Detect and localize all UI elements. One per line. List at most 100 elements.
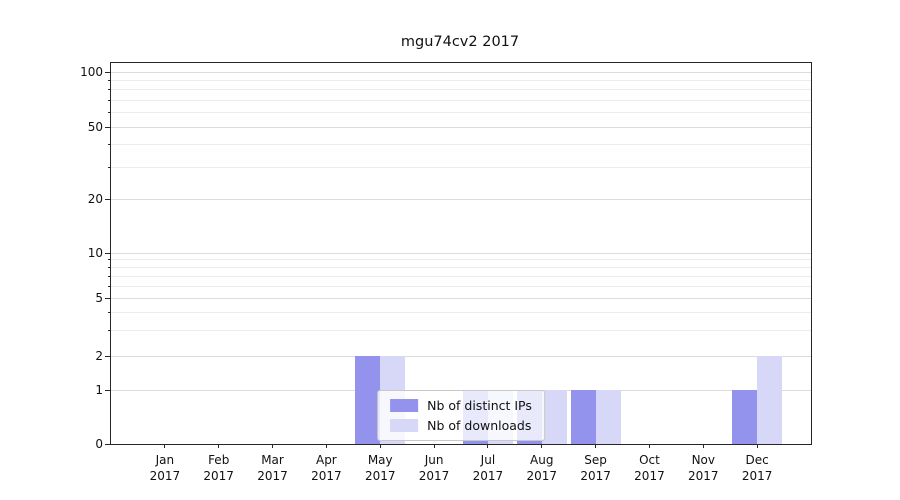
gridline-minor bbox=[111, 275, 811, 277]
x-tick-label-line: Mar bbox=[261, 453, 284, 467]
bar-downloads-aug bbox=[541, 390, 567, 444]
x-tick-label-line: Sep bbox=[584, 453, 607, 467]
x-tick-label: Feb 2017 bbox=[189, 452, 249, 484]
x-tick-label-line: Nov bbox=[691, 453, 715, 467]
gridline-minor bbox=[111, 89, 811, 91]
y-tick-label: 10 bbox=[87, 246, 103, 260]
x-tick-label: Jun 2017 bbox=[404, 452, 464, 484]
bar-ips-sep bbox=[570, 390, 596, 444]
x-tick-label: Jan 2017 bbox=[135, 452, 195, 484]
gridline-minor bbox=[111, 79, 811, 81]
y-tick-mark bbox=[105, 355, 111, 357]
y-tick-mark-minor bbox=[108, 79, 111, 81]
gridline-minor bbox=[111, 259, 811, 261]
gridline-major bbox=[111, 297, 811, 299]
legend: Nb of distinct IPs Nb of downloads bbox=[377, 390, 545, 441]
y-tick-label: 50 bbox=[87, 120, 103, 134]
x-tick-label: Oct 2017 bbox=[619, 452, 679, 484]
x-tick-label-line: 2017 bbox=[472, 469, 504, 483]
x-tick-label: Mar 2017 bbox=[243, 452, 303, 484]
gridline-major bbox=[111, 126, 811, 128]
y-tick-mark-minor bbox=[108, 166, 111, 168]
gridline-minor bbox=[111, 285, 811, 287]
legend-label: Nb of downloads bbox=[427, 418, 532, 433]
plot-area: 0 1 2 5 10 20 50 100 Jan 2017 Feb 2017 Mar 2017 Apr 20… bbox=[80, 62, 812, 483]
x-tick-mark bbox=[487, 444, 489, 448]
y-tick-mark-minor bbox=[108, 89, 111, 91]
x-tick-label-line: 2017 bbox=[418, 469, 450, 483]
legend-swatch bbox=[390, 419, 419, 432]
legend-label: Nb of distinct IPs bbox=[427, 398, 532, 413]
gridline-major bbox=[111, 355, 811, 357]
y-tick-mark bbox=[105, 126, 111, 128]
gridline-minor bbox=[111, 112, 811, 114]
gridline-minor bbox=[111, 166, 811, 168]
bar-ips-dec bbox=[732, 390, 758, 444]
x-tick-label: Jul 2017 bbox=[458, 452, 518, 484]
legend-item: Nb of downloads bbox=[390, 418, 532, 433]
gridline-minor bbox=[111, 329, 811, 331]
x-tick-mark bbox=[648, 444, 650, 448]
x-tick-label-line: 2017 bbox=[741, 469, 773, 483]
y-tick-mark-minor bbox=[108, 144, 111, 146]
y-tick-mark bbox=[105, 252, 111, 254]
y-tick-label: 20 bbox=[87, 192, 103, 206]
x-tick-label-line: 2017 bbox=[580, 469, 611, 483]
x-tick-label-line: 2017 bbox=[364, 469, 396, 483]
x-tick-mark bbox=[433, 444, 435, 448]
x-tick-mark bbox=[541, 444, 543, 448]
x-tick-label: Aug 2017 bbox=[512, 452, 572, 484]
y-tick-label: 100 bbox=[80, 65, 103, 79]
x-tick-label-line: Jun bbox=[424, 453, 444, 467]
y-tick-mark-minor bbox=[108, 329, 111, 331]
x-tick-label-line: Jul bbox=[480, 453, 496, 467]
bar-downloads-sep bbox=[595, 390, 621, 444]
gridline-minor bbox=[111, 267, 811, 268]
gridline-major bbox=[111, 198, 811, 200]
x-tick-label: Sep 2017 bbox=[566, 452, 626, 484]
x-tick-mark bbox=[702, 444, 704, 448]
legend-swatch bbox=[390, 399, 419, 412]
bar-downloads-dec bbox=[757, 356, 783, 444]
gridline-minor bbox=[111, 311, 811, 313]
x-tick-label-line: Jan bbox=[155, 453, 175, 467]
y-tick-mark-minor bbox=[108, 99, 111, 101]
x-tick-label-line: 2017 bbox=[149, 469, 181, 483]
bar-ips-may bbox=[355, 356, 381, 444]
x-tick-label-line: 2017 bbox=[203, 469, 234, 483]
y-tick-mark-minor bbox=[108, 285, 111, 287]
x-tick-label-line: Aug bbox=[530, 453, 554, 467]
x-tick-label: Dec 2017 bbox=[727, 452, 787, 484]
x-tick-mark bbox=[325, 444, 327, 448]
y-tick-mark bbox=[105, 443, 111, 445]
x-tick-label-line: 2017 bbox=[257, 469, 288, 483]
y-tick-mark bbox=[105, 389, 111, 391]
x-tick-mark bbox=[272, 444, 274, 448]
gridline-minor bbox=[111, 99, 811, 101]
legend-item: Nb of distinct IPs bbox=[390, 398, 532, 413]
y-tick-mark-minor bbox=[108, 311, 111, 313]
y-tick-mark-minor bbox=[108, 275, 111, 277]
x-tick-label: May 2017 bbox=[350, 452, 410, 484]
y-tick-mark bbox=[105, 297, 111, 299]
x-tick-mark bbox=[379, 444, 381, 448]
y-tick-label: 2 bbox=[95, 349, 103, 363]
x-tick-label: Nov 2017 bbox=[673, 452, 733, 484]
x-tick-label-line: 2017 bbox=[634, 469, 665, 483]
x-tick-label: Apr 2017 bbox=[296, 452, 356, 484]
x-tick-label-line: Apr bbox=[315, 453, 337, 467]
x-tick-label-line: Feb bbox=[208, 453, 230, 467]
y-tick-label: 1 bbox=[95, 383, 103, 397]
x-tick-label-line: Dec bbox=[745, 453, 769, 467]
gridline-major bbox=[111, 71, 811, 73]
x-tick-label-line: 2017 bbox=[526, 469, 558, 483]
gridline-minor bbox=[111, 144, 811, 146]
y-tick-mark-minor bbox=[108, 112, 111, 114]
y-tick-mark-minor bbox=[108, 259, 111, 261]
chart-title: mgu74cv2 2017 bbox=[400, 34, 520, 50]
y-tick-label: 0 bbox=[95, 437, 103, 451]
gridline-major bbox=[111, 252, 811, 254]
x-tick-label-line: May bbox=[367, 453, 393, 467]
y-tick-mark bbox=[105, 71, 111, 73]
